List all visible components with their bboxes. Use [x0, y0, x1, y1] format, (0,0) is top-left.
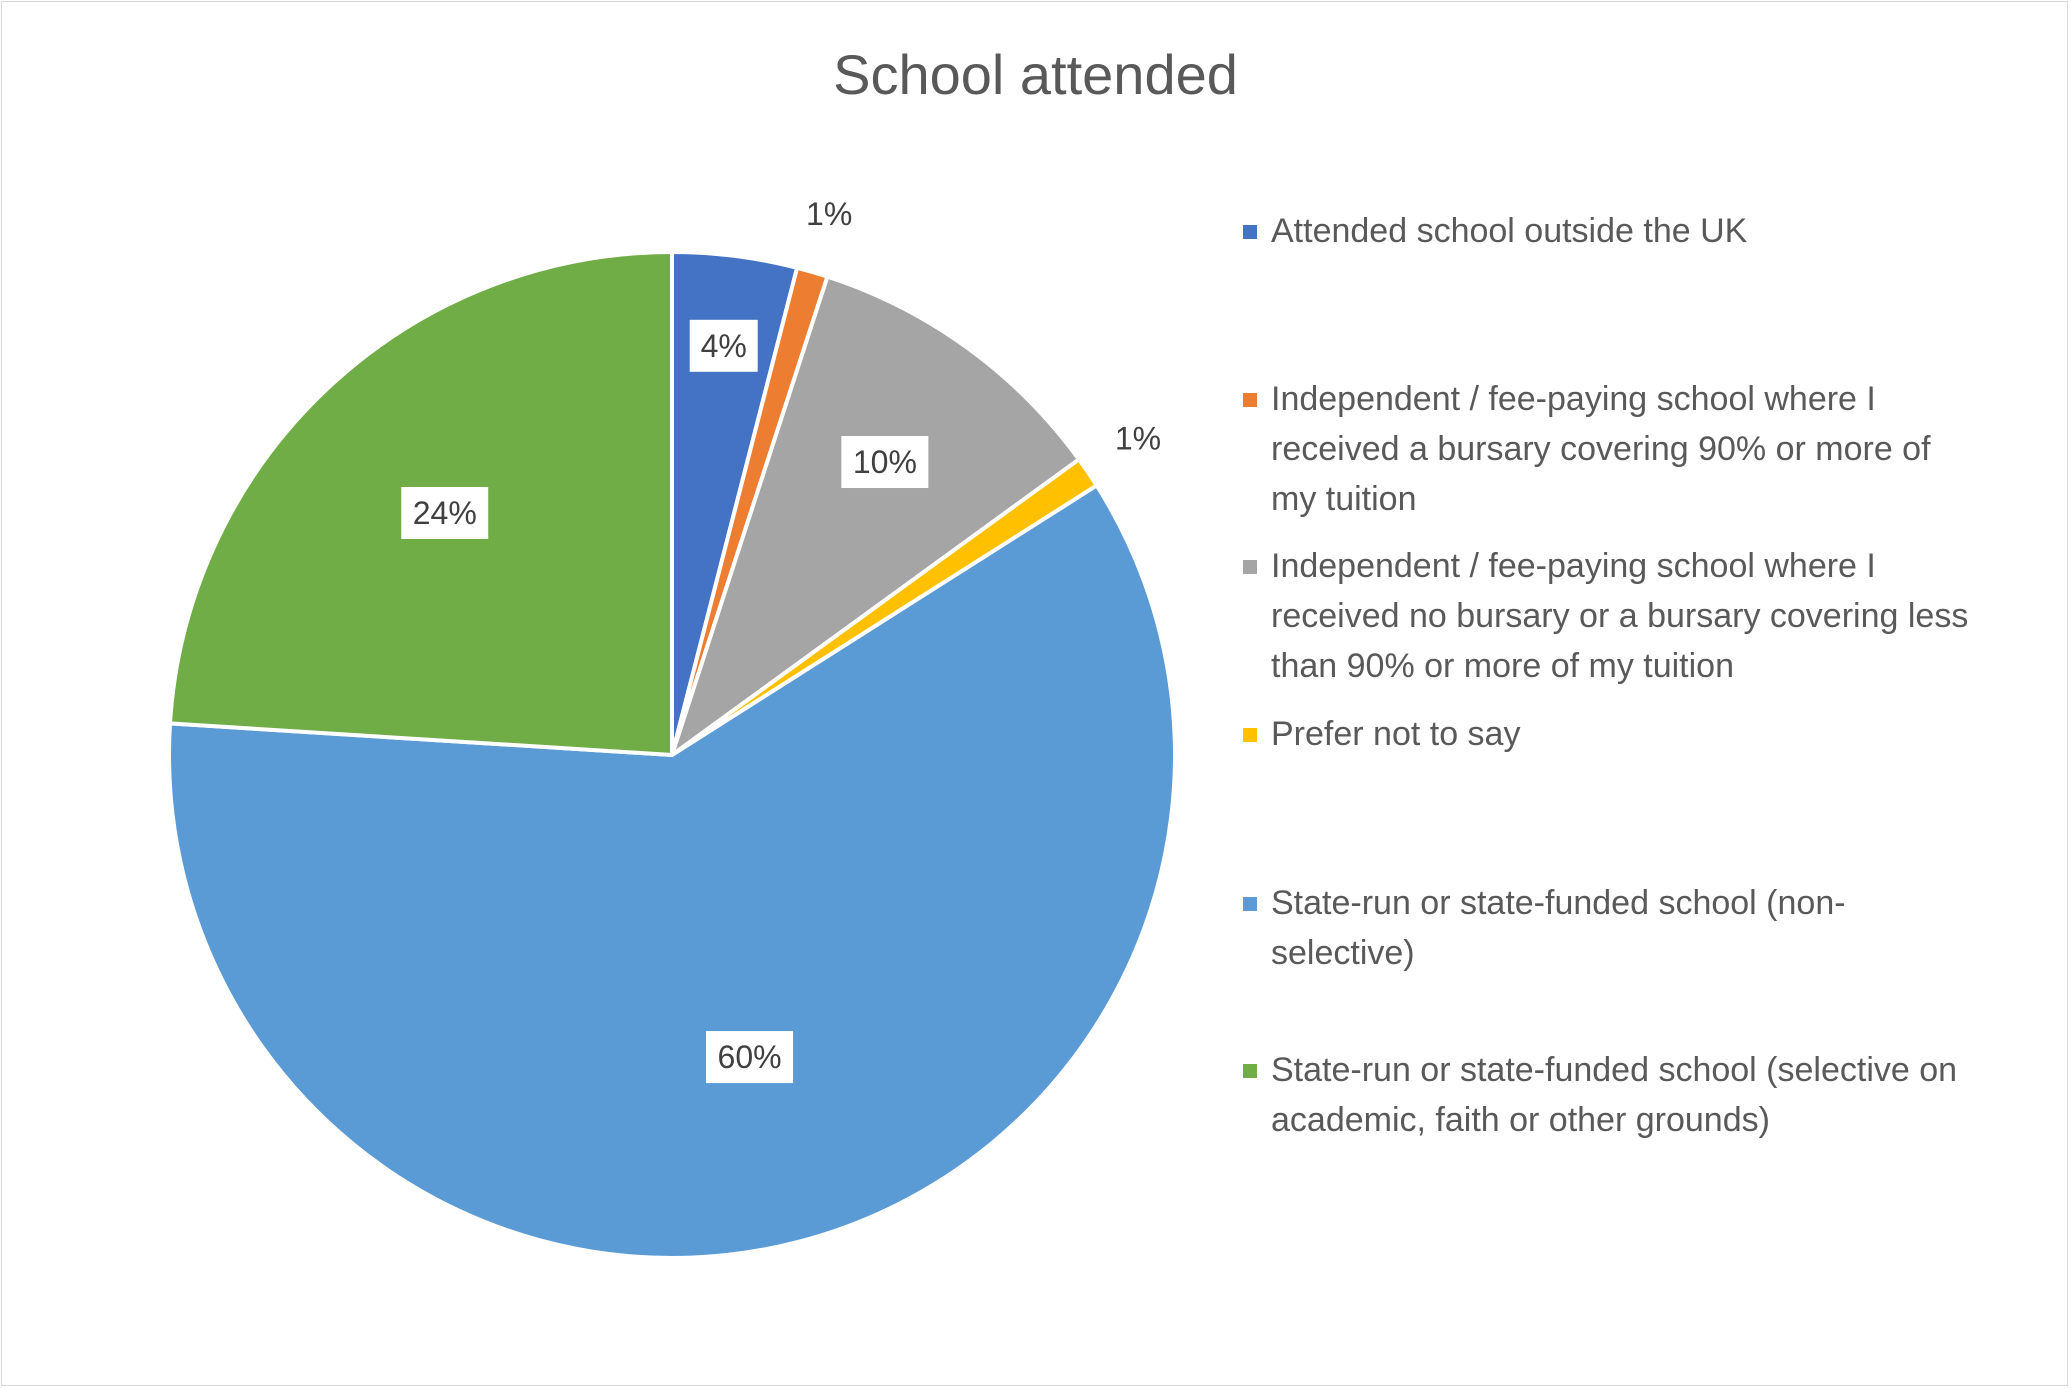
data-label: 1% [1115, 420, 1161, 456]
legend-item: Prefer not to say [1243, 709, 1971, 759]
legend-item: State-run or state-funded school (non-se… [1243, 878, 1971, 978]
svg-text:24%: 24% [413, 495, 477, 531]
legend-item: State-run or state-funded school (select… [1243, 1045, 1971, 1145]
legend-label: State-run or state-funded school (non-se… [1271, 884, 1846, 972]
svg-text:60%: 60% [718, 1039, 782, 1075]
legend-swatch [1243, 560, 1257, 574]
chart-title: School attended [833, 43, 1238, 106]
data-label: 4% [689, 319, 758, 372]
svg-text:1%: 1% [1115, 420, 1161, 456]
legend-swatch [1243, 1064, 1257, 1078]
legend-swatch [1243, 225, 1257, 239]
legend-swatch [1243, 393, 1257, 407]
data-label: 1% [806, 196, 852, 232]
legend-label: Attended school outside the UK [1271, 212, 1748, 250]
pie-slice [670, 274, 1081, 757]
legend-swatch [1243, 897, 1257, 911]
legend-label: Independent / fee-paying school where I … [1271, 547, 1969, 685]
data-label: 60% [706, 1031, 794, 1084]
svg-text:4%: 4% [701, 328, 747, 364]
legend-label: Independent / fee-paying school where I … [1271, 380, 1931, 518]
legend-label: State-run or state-funded school (select… [1271, 1051, 1958, 1139]
legend-item: Attended school outside the UK [1243, 206, 1971, 256]
legend-swatch [1243, 728, 1257, 742]
data-label: 10% [841, 436, 929, 489]
svg-text:10%: 10% [853, 444, 917, 480]
data-label: 24% [401, 486, 489, 539]
legend-label: Prefer not to say [1271, 715, 1521, 753]
pie-slice [167, 483, 1177, 1260]
legend-item: Independent / fee-paying school where I … [1243, 541, 1971, 691]
legend-item: Independent / fee-paying school where I … [1243, 374, 1971, 524]
svg-text:1%: 1% [806, 196, 852, 232]
